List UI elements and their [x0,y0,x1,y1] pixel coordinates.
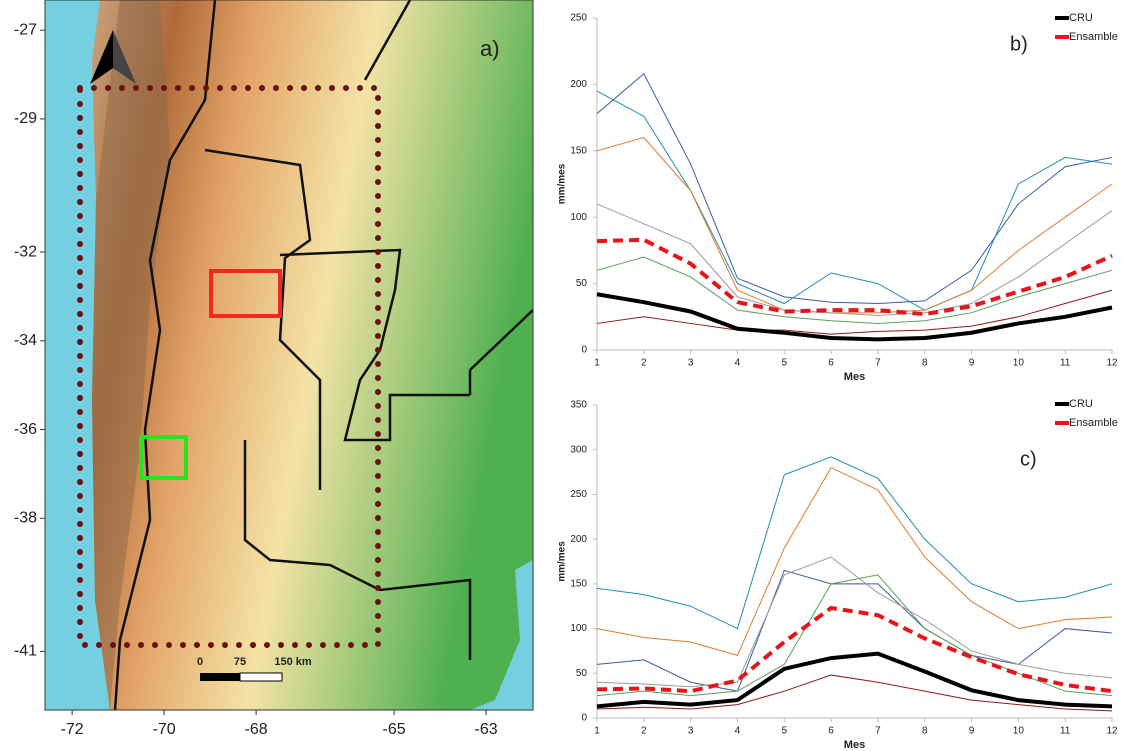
y-tick-label: 200 [570,79,587,90]
model-line [596,136,1113,314]
model-line [596,466,1113,657]
model-line [596,674,1113,712]
north-arrow [90,30,113,84]
x-tick-label: 10 [1013,726,1025,737]
study-box-green [139,435,188,480]
y-tick-label: -41 [14,643,37,660]
model-line [596,556,1113,688]
x-tick-label: 3 [688,358,694,369]
map: 0 75 150 km a) [44,0,534,711]
x-tick-label: -65 [383,721,406,738]
series-line [596,237,1113,317]
x-tick-label: 1 [594,358,600,369]
north-arrow [113,30,136,84]
model-line [596,256,1113,324]
x-tick-label: 2 [641,726,647,737]
series-line [596,651,1113,709]
x-tick-label: 8 [922,726,928,737]
y-tick-label: 200 [570,534,587,545]
x-tick-label: 5 [781,358,787,369]
x-tick-label: -70 [153,721,176,738]
domain-box [77,85,381,648]
x-tick-label: -68 [245,721,268,738]
x-tick-label: 10 [1013,358,1025,369]
y-tick-label: -38 [14,510,37,527]
legend-label: CRU [1069,12,1093,24]
y-tick-label: 0 [581,345,587,356]
andes [92,0,170,710]
panel-label: c) [1020,448,1037,470]
y-tick-label: 100 [570,212,587,223]
scale-bar [200,673,240,681]
x-tick-label: 1 [594,726,600,737]
model-line [596,574,1113,697]
scale-label: 75 [234,656,246,668]
model-line [596,203,1113,316]
legend-label: Ensamble [1069,31,1118,43]
y-tick-label: 150 [570,578,587,589]
model-line [596,90,1113,311]
x-tick-label: 7 [875,358,881,369]
borders [113,0,534,711]
model-line [596,569,1113,692]
scale-label: 150 km [274,656,312,668]
y-tick-label: 50 [576,278,588,289]
x-tick-label: 11 [1060,726,1071,737]
y-tick-label: 50 [576,668,588,679]
y-tick-label: -29 [14,110,37,127]
y-tick-label: -36 [14,421,37,438]
x-tick-label: 5 [781,726,787,737]
x-tick-label: -63 [475,721,498,738]
y-tick-label: 350 [570,400,587,411]
y-tick-label: 0 [581,713,587,724]
x-tick-label: 11 [1060,358,1071,369]
land [92,0,533,710]
series-line [596,605,1113,694]
x-tick-label: 4 [735,358,741,369]
x-tick-label: 8 [922,358,928,369]
study-box-red [209,269,282,318]
panel-label: b) [1010,33,1028,55]
y-tick-label: 150 [570,145,587,156]
y-tick-label: -34 [14,332,37,349]
x-tick-label: 9 [969,358,975,369]
y-axis-title: mm/mes [557,541,568,582]
y-tick-label: 300 [570,444,587,455]
x-tick-label: -72 [61,721,84,738]
scale-bar [239,672,283,682]
x-tick-label: 2 [641,358,647,369]
x-axis-title: Mes [844,371,865,383]
y-tick-label: 100 [570,623,587,634]
x-tick-label: 7 [875,726,881,737]
x-tick-label: 9 [969,726,975,737]
model-line [596,456,1113,630]
x-axis-title: Mes [844,739,865,751]
x-tick-label: 12 [1106,358,1118,369]
y-tick-label: -27 [14,21,37,38]
y-tick-label: 250 [570,489,587,500]
model-line [596,72,1113,305]
panel-label: a) [480,36,500,61]
map-frame [44,0,534,711]
x-tick-label: 6 [828,358,834,369]
series-line [596,292,1113,342]
x-tick-label: 12 [1106,726,1118,737]
y-axis-title: mm/mes [557,163,568,204]
y-tick-label: -32 [14,243,37,260]
model-line [596,289,1113,335]
x-tick-label: 6 [828,726,834,737]
x-tick-label: 4 [735,726,741,737]
x-tick-label: 3 [688,726,694,737]
legend-label: CRU [1069,398,1093,410]
y-tick-label: 250 [570,13,587,24]
legend-label: Ensamble [1069,417,1118,429]
scale-label: 0 [197,656,203,668]
